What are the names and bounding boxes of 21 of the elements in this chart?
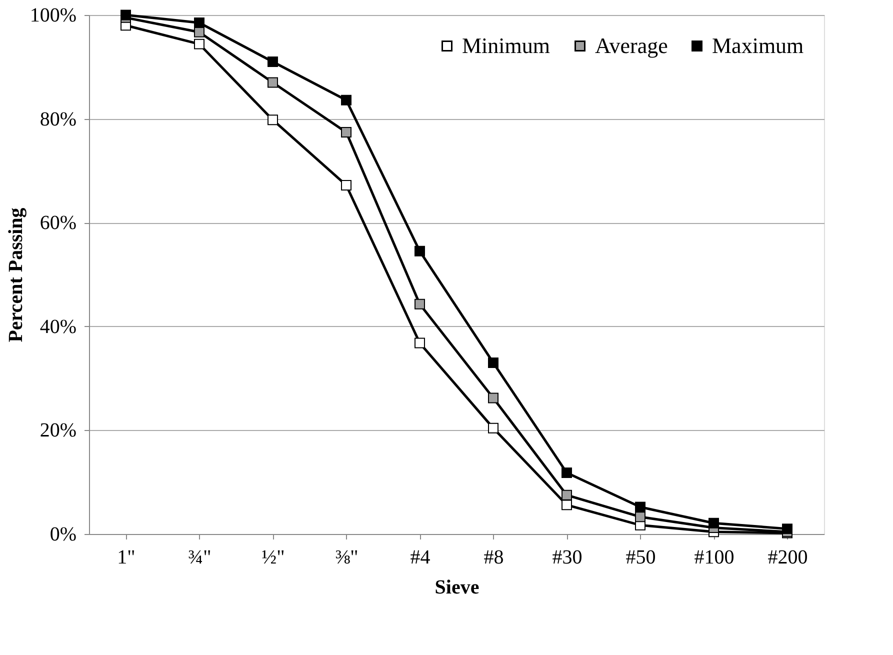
- x-tick-label: #100: [694, 546, 734, 568]
- y-tick-label: 60%: [40, 212, 76, 234]
- y-tick-label: 20%: [40, 420, 76, 442]
- y-axis-title: Percent Passing: [4, 208, 27, 342]
- x-tick-label: #30: [552, 546, 582, 568]
- legend-label: Maximum: [712, 33, 804, 58]
- x-tick-label: ⅜": [335, 546, 358, 568]
- legend-label: Average: [595, 33, 668, 58]
- y-tick-label: 80%: [40, 108, 76, 130]
- y-tick-label: 40%: [40, 316, 76, 338]
- x-tick-label: #4: [410, 546, 430, 568]
- x-tick-label: ¾": [188, 546, 212, 568]
- x-tick-label: #8: [484, 546, 504, 568]
- x-tick-label: ½": [262, 546, 285, 568]
- x-tick-label: #50: [626, 546, 656, 568]
- y-tick-label: 100%: [30, 4, 76, 26]
- legend-label: Minimum: [462, 33, 550, 58]
- x-axis-title: Sieve: [434, 576, 480, 598]
- y-tick-label: 0%: [50, 524, 76, 546]
- x-tick-label: #200: [768, 546, 808, 568]
- x-tick-label: 1": [117, 546, 136, 568]
